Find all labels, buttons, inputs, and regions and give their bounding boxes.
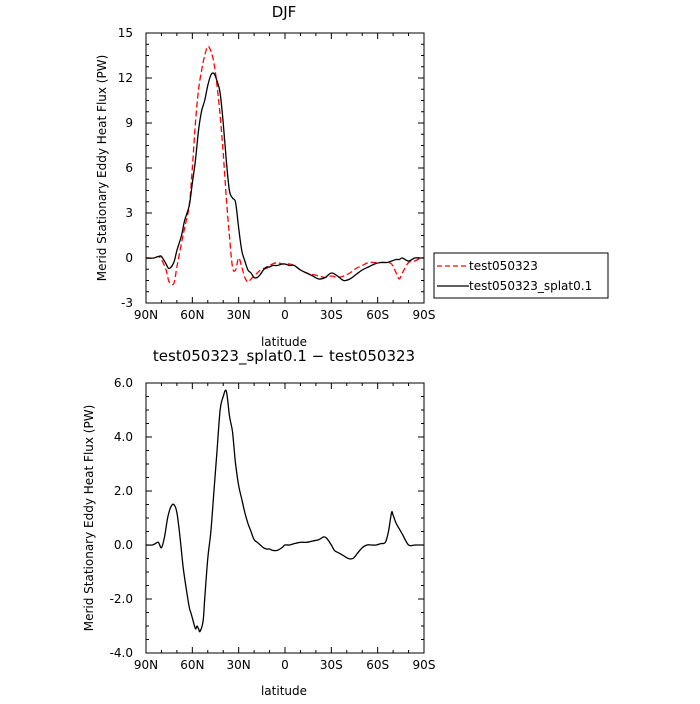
panel-top: DJF 90N 60N 30N 0 30S 60S 90S -3 0 3 6 9 12 15 latitu…: [95, 3, 435, 349]
x-tick-label: 0: [281, 658, 289, 672]
y-tick-label: 3: [125, 206, 133, 220]
y-tick-label: -4.0: [110, 646, 133, 660]
x-tick-label: 30S: [320, 308, 343, 322]
y-tick-label: 4.0: [114, 430, 133, 444]
y-tick-label: -2.0: [110, 592, 133, 606]
y-tick-label: 0.0: [114, 538, 133, 552]
x-tick-label: 60S: [366, 308, 389, 322]
x-tick-label: 90S: [413, 658, 436, 672]
y-tick-label: 6: [125, 161, 133, 175]
legend-label-splat: test050323_splat0.1: [469, 279, 592, 293]
x-tick-label: 60N: [180, 308, 204, 322]
y-tick-label: 2.0: [114, 484, 133, 498]
panel-top-xlabel: latitude: [261, 335, 307, 349]
panel-bottom-xlabel: latitude: [261, 684, 307, 698]
panel-bottom: test050323_splat0.1 − test050323 90N 60N 3…: [82, 347, 435, 698]
x-tick-label: 60N: [180, 658, 204, 672]
legend: test050323 test050323_splat0.1: [433, 252, 609, 299]
x-tick-label: 0: [281, 308, 289, 322]
x-tick-label: 30N: [227, 308, 251, 322]
y-tick-label: 15: [118, 26, 133, 40]
x-tick-label: 90N: [134, 308, 158, 322]
y-tick-label: 0: [125, 251, 133, 265]
series-line-test050323: [145, 45, 425, 286]
x-tick-label: 30N: [227, 658, 251, 672]
x-tick-label: 90N: [134, 658, 158, 672]
legend-box: [433, 252, 609, 299]
panel-top-title: DJF: [272, 3, 297, 21]
y-tick-label: 12: [118, 71, 133, 85]
series-line-test050323-splat0-1: [145, 72, 424, 282]
series-line-difference: [145, 389, 424, 633]
legend-label-test050323: test050323: [469, 259, 538, 273]
x-tick-label: 30S: [320, 658, 343, 672]
panel-bottom-title: test050323_splat0.1 − test050323: [153, 347, 415, 366]
x-tick-label: 60S: [366, 658, 389, 672]
y-tick-label: 6.0: [114, 376, 133, 390]
panel-top-ylabel: Merid Stationary Eddy Heat Flux (PW): [95, 55, 109, 282]
panel-bottom-ylabel: Merid Stationary Eddy Heat Flux (PW): [82, 405, 96, 632]
y-tick-label: -3: [121, 296, 133, 310]
x-tick-label: 90S: [413, 308, 436, 322]
y-tick-label: 9: [125, 116, 133, 130]
